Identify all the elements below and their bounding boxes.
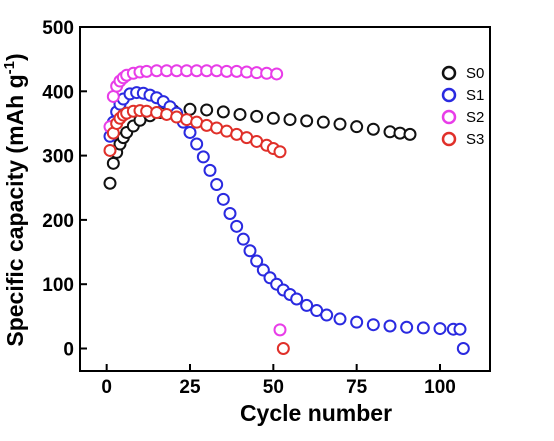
series-s2 xyxy=(103,64,287,337)
y-tick-label: 400 xyxy=(42,82,74,103)
data-point xyxy=(366,318,380,332)
legend-marker xyxy=(441,65,457,81)
y-tick-label: 0 xyxy=(63,339,74,360)
legend: S0 S1 S2 S3 xyxy=(441,65,484,148)
data-point xyxy=(233,107,247,121)
data-point xyxy=(276,341,290,355)
legend-marker xyxy=(441,131,457,147)
data-point xyxy=(216,192,230,206)
data-point xyxy=(350,120,364,134)
data-point xyxy=(320,308,334,322)
y-axis-title: Specific capacity (mAh g-1) xyxy=(1,53,28,346)
data-point xyxy=(273,145,287,159)
data-point xyxy=(270,67,284,81)
y-tick-label: 100 xyxy=(42,275,74,296)
x-tick-label: 0 xyxy=(101,377,112,398)
legend-label: S0 xyxy=(466,65,484,82)
legend-marker xyxy=(441,87,457,103)
plot-frame xyxy=(79,26,491,372)
series-layer xyxy=(103,64,470,355)
y-axis: 0 100 200 300 400 500 xyxy=(42,18,87,360)
x-axis-title: Cycle number xyxy=(240,400,392,426)
series-s3 xyxy=(103,104,290,355)
data-point xyxy=(243,244,257,258)
y-axis-title-main: Specific capacity (mAh g xyxy=(2,74,28,346)
data-point xyxy=(103,176,117,190)
data-point xyxy=(383,319,397,333)
data-point xyxy=(400,320,414,334)
data-point xyxy=(200,103,214,117)
data-point xyxy=(453,322,467,336)
x-axis: 0 25 50 75 100 xyxy=(101,364,456,398)
data-point xyxy=(300,298,314,312)
data-point xyxy=(316,115,330,129)
data-point xyxy=(183,125,197,139)
y-axis-title-superscript: -1 xyxy=(1,61,18,74)
data-point xyxy=(433,322,447,336)
x-tick-label: 75 xyxy=(346,377,368,398)
series-s0 xyxy=(103,102,417,190)
legend-marker xyxy=(441,109,457,125)
data-point xyxy=(300,114,314,128)
data-point xyxy=(333,117,347,131)
data-point xyxy=(273,323,287,337)
data-point xyxy=(350,315,364,329)
data-point xyxy=(223,206,237,220)
data-point xyxy=(283,113,297,127)
legend-label: S3 xyxy=(466,131,484,148)
data-point xyxy=(333,312,347,326)
data-point xyxy=(236,232,250,246)
data-point xyxy=(190,137,204,151)
data-point xyxy=(366,122,380,136)
data-point xyxy=(266,111,280,125)
legend-label: S2 xyxy=(466,109,484,126)
data-point xyxy=(103,143,117,157)
y-tick-label: 300 xyxy=(42,147,74,168)
data-point xyxy=(250,109,264,123)
y-tick-label: 500 xyxy=(42,18,74,39)
data-point xyxy=(210,178,224,192)
data-point xyxy=(216,105,230,119)
x-tick-label: 50 xyxy=(263,377,284,398)
data-point xyxy=(230,219,244,233)
y-axis-title-close: ) xyxy=(2,53,28,61)
data-point xyxy=(203,163,217,177)
data-point xyxy=(416,321,430,335)
data-point xyxy=(106,156,120,170)
legend-label: S1 xyxy=(466,87,484,104)
data-point xyxy=(290,292,304,306)
y-tick-label: 200 xyxy=(42,211,74,232)
data-point xyxy=(250,254,264,268)
data-point xyxy=(456,341,470,355)
x-tick-label: 25 xyxy=(179,377,201,398)
data-point xyxy=(196,150,210,164)
data-point xyxy=(403,127,417,141)
x-tick-label: 100 xyxy=(424,377,456,398)
